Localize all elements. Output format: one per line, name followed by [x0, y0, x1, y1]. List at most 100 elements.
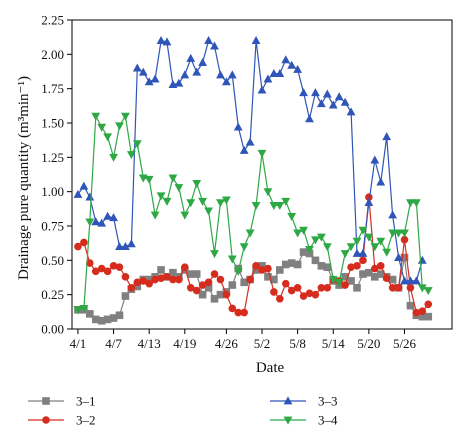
data-point	[145, 275, 153, 284]
data-point	[115, 122, 124, 131]
data-point	[221, 196, 231, 205]
series-3	[73, 36, 427, 285]
data-point	[198, 57, 208, 66]
legend-label: 3–1	[76, 394, 96, 409]
data-point	[293, 284, 302, 292]
x-tick-label: 5/14	[322, 336, 346, 351]
data-point	[376, 262, 385, 270]
data-point	[423, 287, 433, 296]
legend-label: 3–2	[76, 413, 96, 428]
series-4	[73, 112, 433, 315]
legend-item: 3–1	[28, 394, 96, 409]
data-point	[388, 275, 397, 284]
data-point	[276, 294, 284, 303]
data-point	[287, 259, 296, 267]
data-point	[79, 305, 89, 313]
data-point	[198, 281, 207, 289]
y-tick-label: 1.50	[41, 116, 64, 131]
data-point	[388, 210, 398, 219]
data-point	[162, 37, 172, 46]
data-point	[126, 151, 136, 160]
data-point	[204, 207, 213, 216]
data-point	[121, 242, 130, 250]
data-point	[311, 256, 320, 265]
data-point	[227, 255, 237, 264]
data-point	[406, 284, 415, 292]
data-point	[263, 74, 273, 83]
data-point	[424, 300, 433, 309]
data-point	[86, 259, 94, 267]
y-tick-label: 0.25	[41, 287, 64, 302]
data-point	[376, 270, 385, 278]
data-point	[186, 199, 196, 208]
data-point	[74, 242, 82, 251]
data-point	[264, 273, 272, 281]
x-tick-label: 4/7	[105, 336, 122, 351]
data-point	[210, 294, 219, 303]
data-point	[73, 306, 83, 315]
data-point	[269, 68, 279, 77]
data-point	[275, 202, 285, 210]
data-point	[121, 112, 130, 121]
series-line	[77, 197, 429, 314]
data-point	[276, 266, 284, 274]
data-point	[371, 264, 379, 273]
data-point	[245, 137, 255, 146]
data-point	[269, 202, 279, 210]
x-tick-label: 5/20	[357, 336, 380, 351]
data-point	[210, 270, 219, 278]
data-point	[144, 175, 154, 184]
data-point	[103, 211, 113, 220]
data-point	[252, 266, 260, 274]
data-point	[258, 262, 266, 270]
data-point	[103, 267, 112, 276]
data-point	[228, 281, 237, 289]
data-point	[97, 218, 107, 227]
data-point	[181, 263, 189, 272]
data-point	[347, 277, 355, 285]
data-point	[204, 36, 213, 44]
data-point	[175, 275, 183, 284]
data-point	[180, 70, 190, 79]
data-point	[406, 199, 415, 208]
data-point	[364, 233, 374, 242]
data-point	[216, 70, 225, 79]
data-point	[257, 149, 267, 158]
data-point	[264, 264, 272, 273]
data-point	[311, 88, 320, 97]
data-point	[293, 260, 302, 269]
data-point	[162, 197, 172, 206]
data-point	[382, 132, 392, 141]
data-point	[382, 248, 392, 257]
x-tick-label: 4/19	[173, 336, 196, 351]
data-point	[85, 218, 95, 227]
data-point	[216, 290, 225, 299]
legend-item: 3–4	[270, 413, 338, 428]
data-point	[86, 310, 94, 318]
data-point	[275, 68, 285, 77]
data-point	[411, 276, 421, 285]
data-point	[316, 99, 326, 108]
data-point	[305, 114, 314, 123]
data-point	[121, 292, 130, 300]
data-point	[341, 273, 349, 281]
legend-item: 3–2	[28, 413, 96, 428]
x-tick-label: 4/26	[215, 336, 239, 351]
data-point	[198, 197, 208, 206]
legend: 3–1 3–3 3–2 3–4	[28, 394, 338, 428]
data-point	[97, 123, 107, 132]
data-point	[418, 307, 427, 315]
data-point	[270, 275, 278, 284]
y-axis: 0.00 0.25 0.50 0.75 1.00 1.25 1.50 1.75 2.00 2.25	[41, 13, 72, 337]
data-point	[365, 268, 373, 277]
data-point	[347, 263, 355, 272]
y-tick-label: 2.00	[41, 47, 64, 62]
data-point	[299, 292, 308, 300]
data-point	[222, 290, 231, 299]
data-point	[281, 55, 291, 64]
data-point	[251, 202, 261, 210]
data-point	[305, 245, 314, 254]
data-point	[341, 281, 349, 289]
data-point	[257, 85, 267, 94]
